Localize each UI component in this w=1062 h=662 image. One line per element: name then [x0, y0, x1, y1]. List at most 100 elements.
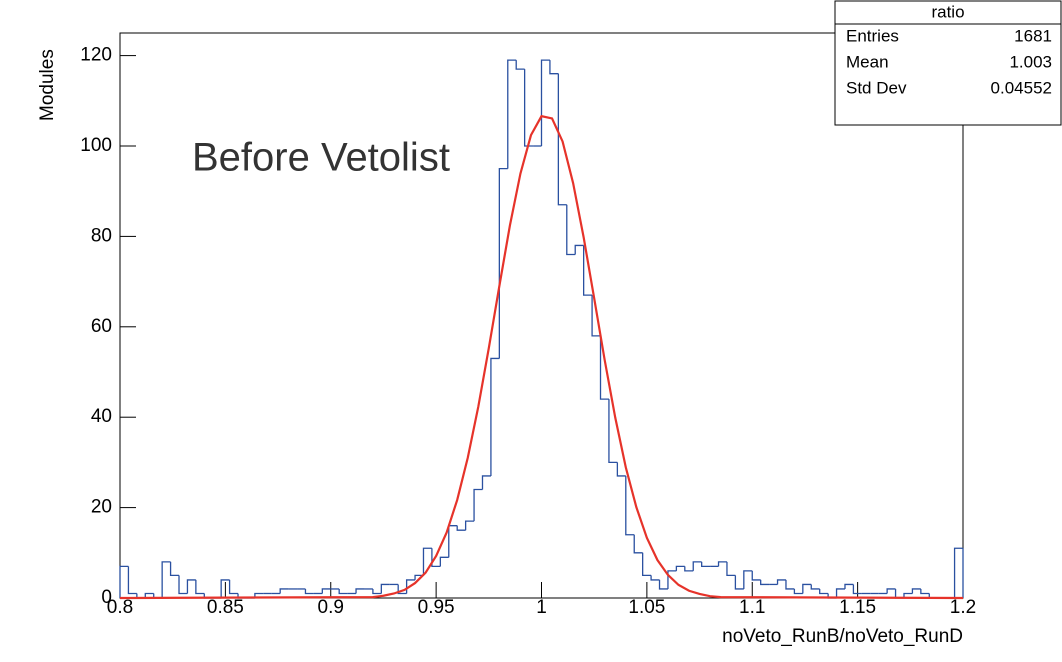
histogram-bin [422, 547, 432, 576]
fit-curve [119, 114, 964, 600]
histogram-bin [760, 579, 770, 586]
histogram-bin [523, 69, 534, 147]
histogram-bin [464, 520, 475, 531]
stats-value: 1681 [1014, 26, 1052, 45]
histogram-bin [439, 556, 449, 567]
histogram-bin [448, 525, 458, 558]
histogram-bin [473, 488, 483, 522]
histogram-bin [161, 561, 171, 598]
histogram-bin [304, 588, 314, 595]
histogram-bin [835, 588, 845, 598]
histogram-bin [886, 588, 896, 594]
histogram-bin [785, 579, 795, 590]
x-tick-label: 1 [536, 597, 547, 618]
histogram-bin [169, 561, 180, 577]
histogram-bin [625, 475, 635, 536]
histogram-bin [684, 566, 694, 572]
stats-label: Mean [846, 52, 889, 71]
histogram-bin [549, 60, 559, 75]
histogram-bin [490, 357, 500, 476]
histogram-bin [608, 399, 618, 464]
histogram-bin [338, 588, 348, 595]
histogram-bin [894, 588, 904, 599]
histogram-bin [119, 565, 129, 598]
y-tick-label: 0 [101, 587, 112, 608]
x-axis-title: noVeto_RunB/noVeto_RunD [722, 626, 963, 647]
histogram-bin [819, 588, 829, 595]
x-tick-label: 1.05 [628, 597, 665, 618]
histogram-bin [852, 584, 862, 595]
stats-label: Std Dev [846, 78, 907, 97]
histogram-bin [321, 588, 331, 594]
histogram-bin [734, 575, 744, 590]
annotation: Before Vetolist [192, 136, 450, 180]
stats-value: 0.04552 [991, 78, 1052, 97]
histogram-bin [355, 588, 365, 594]
stats-box [834, 0, 1062, 126]
histogram-bin [186, 579, 196, 594]
histogram-bin [574, 244, 584, 255]
histogram-bin [498, 167, 508, 359]
histogram-bin [616, 462, 626, 477]
y-tick-label: 80 [91, 225, 112, 246]
x-tick-label: 1.2 [950, 597, 976, 618]
histogram-bin [751, 570, 761, 581]
x-tick-label: 0.9 [318, 597, 344, 618]
stats-title: ratio [931, 2, 964, 21]
histogram-bin [920, 588, 930, 595]
y-tick-label: 20 [91, 497, 112, 518]
y-tick-label: 100 [80, 135, 112, 156]
stats-label: Entries [846, 26, 899, 45]
histogram-bin [583, 245, 593, 296]
histogram-bin [658, 579, 668, 590]
histogram-bin [911, 588, 921, 594]
histogram-bin [195, 579, 205, 595]
histogram-bin [717, 561, 727, 567]
histogram-bin [456, 525, 466, 531]
x-tick-label: 0.95 [418, 597, 455, 618]
histogram-bin [431, 548, 441, 568]
histogram-bin [810, 584, 820, 590]
histogram-bin [692, 561, 702, 571]
histogram-bin [557, 73, 567, 206]
histogram-bin [540, 59, 550, 146]
histogram-bin [515, 60, 525, 70]
histogram-bin [953, 547, 963, 598]
histogram-bin [743, 570, 753, 589]
histogram-bin [793, 588, 803, 595]
histogram-bin [776, 579, 786, 585]
histogram-bin [372, 588, 382, 595]
histogram-bin [279, 588, 289, 594]
x-tick-label: 1.15 [839, 597, 876, 618]
histogram-bin [228, 579, 239, 595]
histogram-bin [566, 204, 576, 256]
histogram-bin [726, 561, 736, 577]
x-tick-label: 1.1 [739, 597, 765, 618]
histogram-bin [642, 552, 652, 577]
histogram-bin [481, 475, 491, 490]
histogram-bin [675, 565, 685, 571]
histogram-bin [844, 583, 854, 589]
histogram-bin [599, 335, 609, 400]
histogram-bin [667, 570, 677, 589]
histogram-bin [178, 575, 188, 595]
x-tick-label: 0.85 [207, 597, 244, 618]
y-axis-title: Modules [37, 49, 58, 121]
histogram-bin [591, 295, 601, 337]
histogram-bin [397, 584, 407, 595]
y-tick-label: 40 [91, 406, 112, 427]
histogram-bin [220, 579, 230, 598]
stats-value: 1.003 [1009, 52, 1052, 71]
histogram-bin [701, 561, 711, 568]
histogram-bin [633, 534, 643, 554]
histogram-bin [650, 575, 660, 581]
histogram-bin [507, 59, 517, 169]
y-tick-label: 60 [91, 316, 112, 337]
histogram-bin [380, 583, 390, 594]
histogram-bin [127, 566, 137, 595]
y-tick-label: 120 [80, 45, 112, 66]
histogram-bin [802, 583, 812, 594]
x-tick-label: 0.8 [107, 597, 133, 618]
histogram-bin [414, 574, 424, 580]
